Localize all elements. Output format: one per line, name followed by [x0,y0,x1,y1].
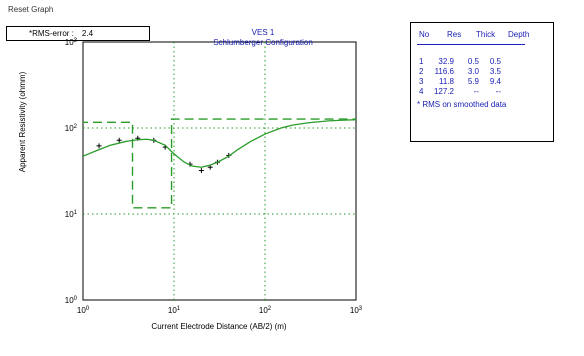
y-tick-label: 102 [65,124,78,133]
x-axis-label: Current Electrode Distance (AB/2) (m) [151,322,286,331]
table-row: 4 127.2 -- -- [417,87,551,97]
calculated-series-line [83,119,356,168]
series [83,118,356,209]
y-tick-exponent: 1 [74,210,78,216]
x-tick-label: 101 [168,306,181,315]
table-cell-res: 32.9 [438,57,454,66]
y-tick-label: 100 [65,296,78,305]
model-series-line [83,118,356,209]
table-cell-depth: 9.4 [489,77,501,86]
table-cell-no: 1 [419,57,424,66]
column-header-depth: Depth [508,30,530,39]
x-tick-exponent: 3 [359,306,363,312]
table-cell-no: 2 [419,67,424,76]
table-cell-res: 127.2 [433,87,454,96]
observed-point [198,168,204,174]
x-tick-label: 103 [350,306,363,315]
plot-area [82,41,357,301]
table-cell-res: 116.6 [434,67,454,76]
column-header-thick: Thick [476,30,496,39]
plot-frame [82,41,357,301]
table-cell-thick: 3.0 [467,67,479,76]
table-cell-depth: 3.5 [489,67,501,76]
chart-subtitle: Schlumberger Configuration [213,38,313,47]
observed-point [96,143,102,149]
chart-title: VES 1 [252,28,275,37]
y-tick-exponent: 2 [74,124,78,130]
y-tick-label: 103 [65,38,78,47]
rms-error-box: *RMS-error : 2.4 [6,26,150,41]
table-cell-depth: 0.5 [489,57,501,66]
column-header-no: No [419,30,430,39]
rms-note: * RMS on smoothed data [417,100,507,109]
column-header-res: Res [447,30,462,39]
x-tick-label: 100 [77,306,90,315]
y-tick-exponent: 0 [74,296,78,302]
layer-table-panel: No Res Thick Depth 1 32.9 0.5 0.5 2 116.… [410,22,554,142]
table-cell-thick: -- [473,87,479,96]
y-tick-label: 101 [65,210,78,219]
table-cell-no: 4 [419,87,424,96]
table-cell-depth: -- [495,87,501,96]
x-tick-exponent: 0 [86,306,90,312]
table-cell-thick: 5.9 [467,77,479,86]
x-tick-exponent: 2 [268,306,272,312]
layer-table-divider [417,44,525,45]
x-tick-exponent: 1 [177,306,181,312]
rms-error-value: 2.4 [81,29,94,38]
y-tick-exponent: 3 [74,38,78,44]
observed-point [116,137,122,143]
rms-error-label: *RMS-error : [29,29,74,38]
y-axis-label: Apparent Resistivity (ohmm) [18,71,27,172]
x-tick-label: 102 [259,306,272,315]
table-cell-thick: 0.5 [467,57,479,66]
table-row: 3 11.8 5.9 9.4 [417,77,551,87]
layer-table-header: No Res Thick Depth [417,30,551,42]
table-cell-res: 11.8 [439,77,454,86]
grid [83,42,356,300]
reset-graph-button[interactable]: Reset Graph [8,5,54,14]
table-row: 2 116.6 3.0 3.5 [417,67,551,77]
table-cell-no: 3 [419,77,424,86]
table-row: 1 32.9 0.5 0.5 [417,57,551,67]
